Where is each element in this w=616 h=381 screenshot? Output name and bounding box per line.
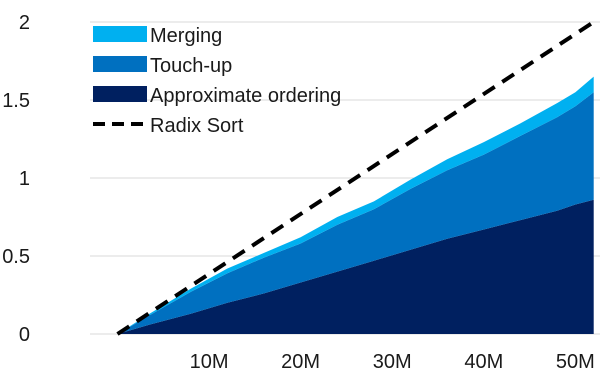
y-tick-label: 0: [19, 324, 30, 346]
legend-item-radix-sort: Radix Sort: [93, 115, 244, 137]
legend-label-merging: Merging: [150, 25, 222, 47]
legend-swatch-merging: [93, 26, 147, 42]
legend-item-merging: Merging: [93, 25, 222, 47]
line-radix-sort: [116, 20, 595, 336]
x-tick-label: 10M: [190, 351, 229, 373]
y-tick-label: 1: [19, 168, 30, 190]
legend-label-approximate-ordering: Approximate ordering: [150, 85, 341, 107]
x-tick-label: 50M: [556, 351, 595, 373]
legend-label-radix-sort: Radix Sort: [150, 115, 244, 137]
legend: Merging Touch-up Approximate ordering Ra…: [93, 25, 341, 137]
y-tick-label: 0.5: [2, 246, 30, 268]
y-tick-label: 2: [19, 12, 30, 34]
legend-item-touch-up: Touch-up: [93, 55, 232, 77]
legend-swatch-touch-up: [93, 56, 147, 72]
reference-lines: [116, 20, 595, 336]
x-tick-label: 30M: [373, 351, 412, 373]
y-tick-label: 1.5: [2, 90, 30, 112]
legend-label-touch-up: Touch-up: [150, 55, 232, 77]
series-areas: [117, 76, 594, 334]
x-tick-label: 20M: [281, 351, 320, 373]
area-touch-up: [117, 92, 594, 334]
legend-swatch-approximate-ordering: [93, 86, 147, 102]
x-tick-label: 40M: [464, 351, 503, 373]
axes: 0 0.5 1 1.5 2 10M 20M 30M 40M 50M: [2, 12, 595, 373]
area-approximate-ordering: [117, 199, 594, 334]
legend-item-approximate-ordering: Approximate ordering: [93, 85, 341, 107]
